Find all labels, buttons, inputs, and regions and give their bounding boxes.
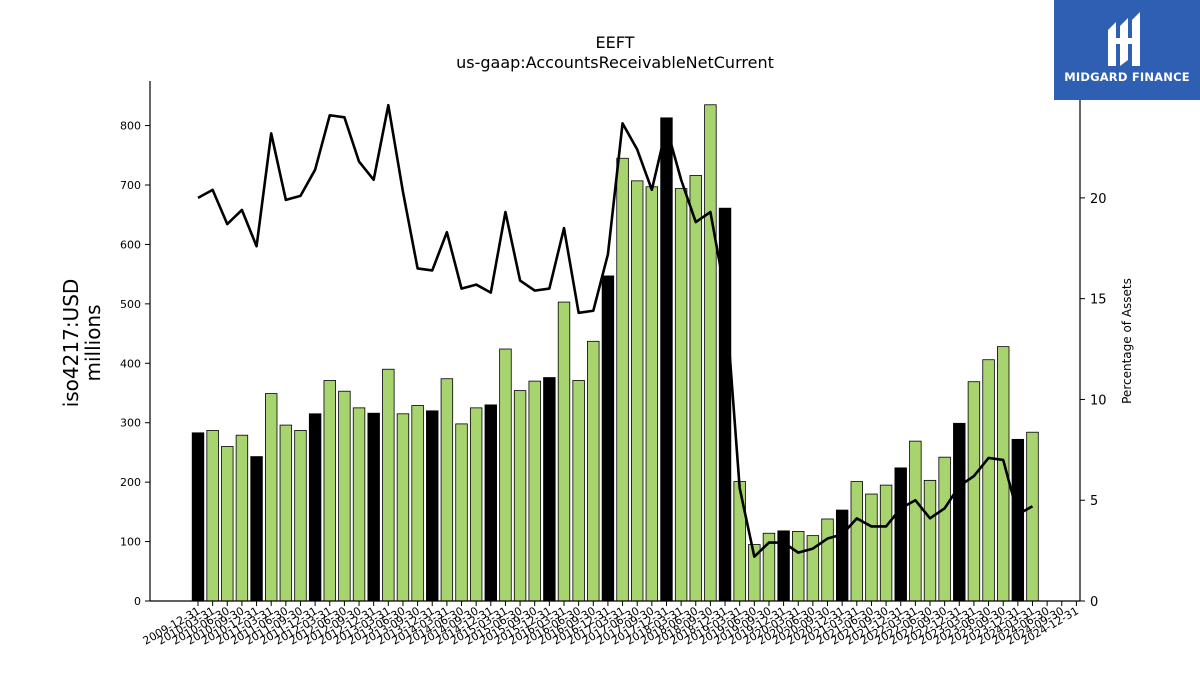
bar-2018-06-30 [689,175,702,602]
axes [149,81,1081,602]
bar-2019-03-31 [733,481,746,602]
y-tick-label: 300 [120,417,141,430]
bar-2022-06-30 [923,479,937,602]
bar-2017-09-30 [645,186,659,602]
y2-tick-label: 20 [1090,192,1107,207]
bars-group [191,104,1039,602]
bar-2016-09-30 [587,340,600,602]
bar-2024-03-31 [1026,431,1039,602]
bar-2017-03-31 [616,157,629,602]
bar-2017-12-31 [660,117,673,602]
y-tick-label: 0 [134,595,141,608]
bar-2014-03-31 [440,378,454,602]
bar-2018-03-31 [674,188,688,602]
bar-2011-03-31 [264,393,278,602]
chart-title: EEFT [596,33,635,52]
bar-2013-12-31 [426,410,439,602]
line-layer [197,103,1034,558]
midgard-m-logo-icon [1108,12,1140,66]
bar-2021-09-30 [879,484,893,602]
y-ticks: 0 100 200 300 400 500 600 700 800 [120,120,150,608]
y-tick-label: 600 [120,238,141,251]
bar-2020-03-31 [792,531,805,602]
pct-of-assets-line [197,103,1034,558]
bar-2021-03-31 [850,481,864,602]
bar-2014-06-30 [455,423,468,602]
bar-2020-12-31 [835,509,849,602]
bar-2022-12-31 [953,422,966,602]
bar-2011-12-31 [308,413,322,602]
bar-2022-03-31 [909,440,922,602]
bar-2010-06-30 [221,446,234,602]
bar-2017-06-30 [631,180,644,602]
y-tick-label: 500 [120,298,141,311]
bar-2012-03-31 [323,380,336,602]
y2-tick-label: 10 [1090,393,1107,408]
y-tick-label: 800 [120,120,141,133]
bar-2015-03-31 [499,348,512,602]
bar-2010-03-31 [206,430,219,602]
bar-2012-06-30 [338,390,351,602]
brand-name: MIDGARD FINANCE [1064,70,1190,84]
bar-2021-12-31 [894,467,907,602]
y-axis-label-line1: iso4217:USD [59,279,83,408]
bar-2022-09-30 [938,456,951,602]
y-axis-label-line2: millions [81,304,105,381]
bar-2014-12-31 [484,404,498,602]
bar-2014-09-30 [469,407,483,602]
y-tick-label: 700 [120,179,141,192]
bar-2023-03-31 [967,381,981,602]
bar-2010-12-31 [250,456,263,602]
bar-2015-09-30 [528,380,541,602]
y2-tick-label: 0 [1090,595,1098,610]
y2-axis-label: Percentage of Assets [1120,278,1134,404]
bar-2013-06-30 [396,413,410,602]
y-tick-label: 100 [120,536,141,549]
bar-2010-09-30 [235,434,249,602]
bar-2013-09-30 [411,405,424,602]
bar-2012-09-30 [352,407,366,602]
bar-2023-12-31 [1011,438,1025,602]
y-tick-label: 200 [120,476,141,489]
bar-2016-03-31 [557,301,571,602]
bar-2015-12-31 [543,377,556,602]
bar-2012-12-31 [367,412,380,602]
chart-subtitle: us-gaap:AccountsReceivableNetCurrent [456,53,774,72]
bar-2011-06-30 [279,424,293,602]
bar-2013-03-31 [382,368,395,602]
bar-2009-12-31 [191,432,205,602]
y2-ticks: 0 5 10 15 20 [1080,192,1107,610]
x-ticks: 2009-12-312010-03-312010-06-302010-09-30… [141,601,1081,648]
brand-logo: MIDGARD FINANCE [1054,0,1200,100]
bar-2011-09-30 [294,430,307,602]
bar-2015-06-30 [513,390,527,602]
bar-2023-06-30 [982,359,995,602]
bar-2016-06-30 [572,380,585,602]
y-tick-label: 400 [120,357,141,370]
bar-2016-12-31 [601,275,615,602]
bar-2020-09-30 [821,518,834,602]
y2-tick-label: 15 [1090,293,1107,308]
bar-2018-09-30 [704,104,717,602]
y2-tick-label: 5 [1090,494,1098,509]
bar-2021-06-30 [865,493,878,602]
